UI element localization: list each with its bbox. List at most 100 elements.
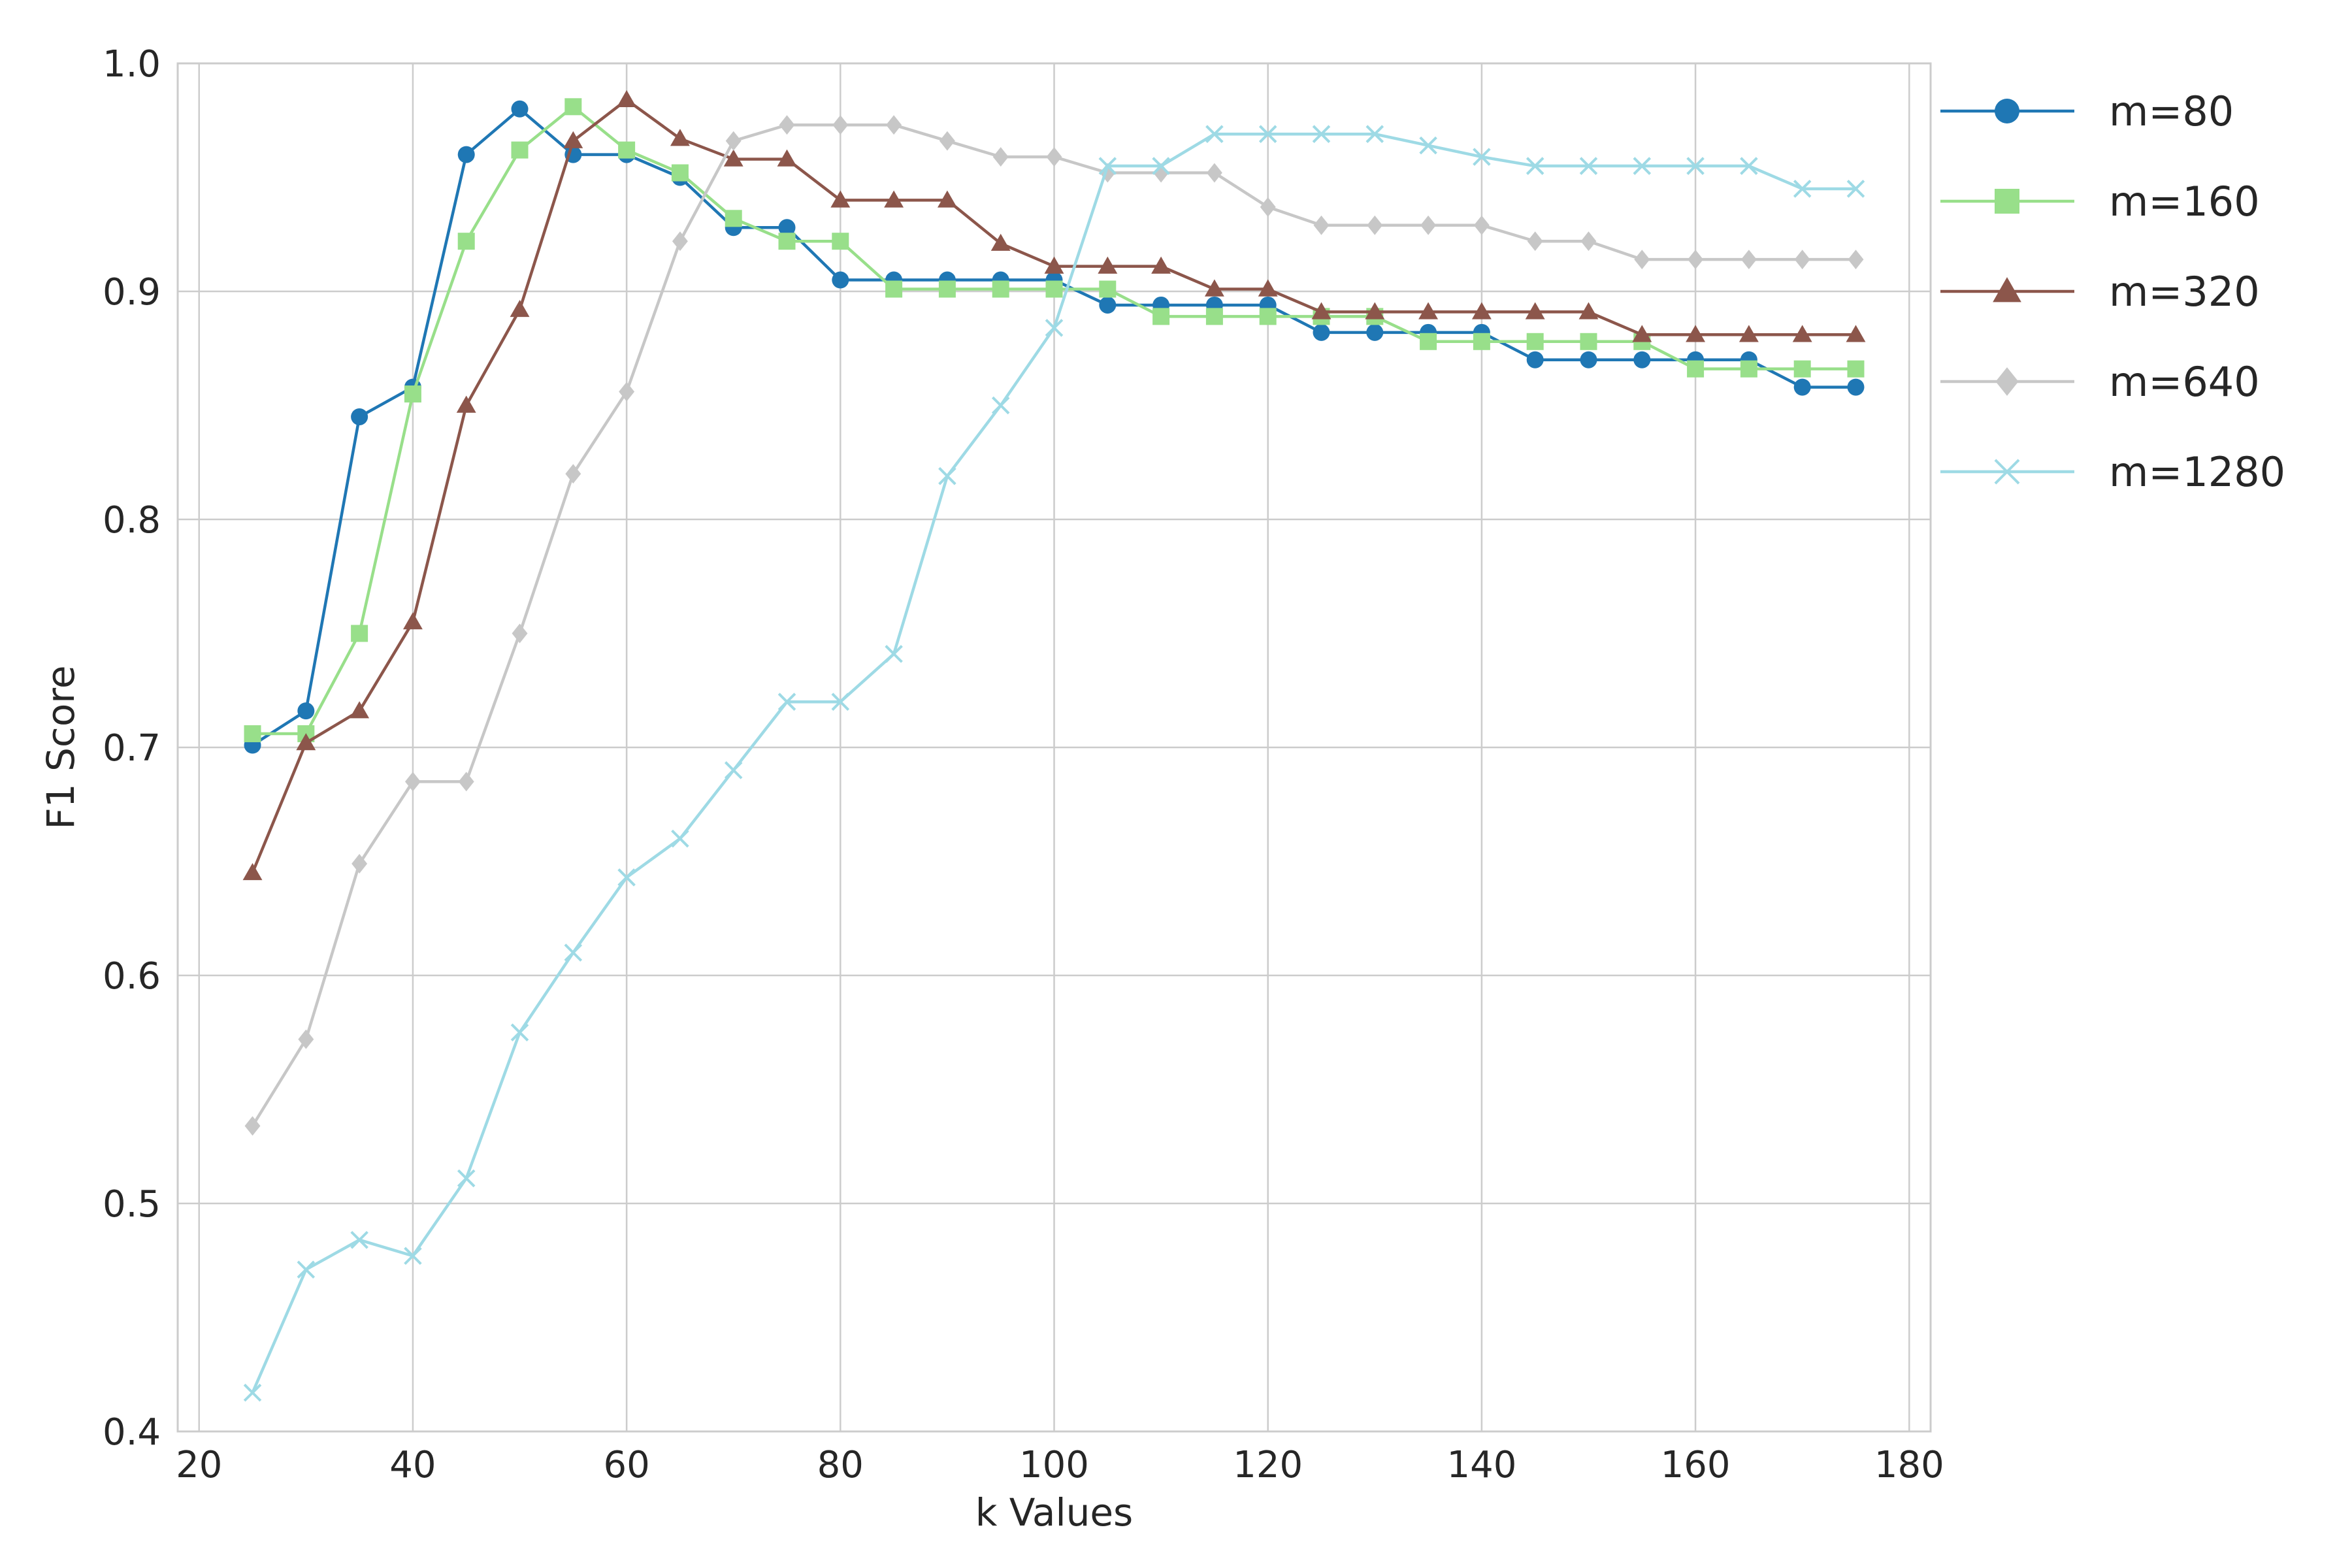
series-m=640: [244, 115, 1864, 1136]
data-point: [1258, 125, 1277, 143]
data-point: [724, 761, 743, 779]
data-point: [1471, 302, 1492, 319]
data-point: [885, 280, 903, 298]
data-point: [1526, 351, 1544, 368]
data-point: [1313, 215, 1330, 235]
data-point: [1098, 256, 1118, 274]
data-point: [1045, 319, 1064, 337]
data-point: [1473, 333, 1490, 350]
y-tick-label: 0.5: [103, 1183, 161, 1226]
legend-marker: [1995, 189, 2019, 214]
data-point: [242, 863, 263, 881]
data-point: [1420, 215, 1437, 235]
data-point: [511, 100, 529, 118]
data-point: [1419, 136, 1437, 155]
legend-label: m=160: [2109, 178, 2260, 225]
data-point: [725, 131, 742, 151]
data-point: [1793, 378, 1811, 396]
data-point: [297, 702, 315, 720]
data-point: [832, 115, 849, 135]
data-point: [457, 146, 475, 163]
data-point: [351, 854, 368, 874]
data-point: [990, 233, 1011, 251]
data-point: [1473, 148, 1491, 166]
data-point: [831, 693, 850, 711]
data-point: [992, 147, 1009, 167]
data-point: [1846, 180, 1865, 198]
data-point: [1579, 157, 1598, 175]
data-point: [1580, 351, 1597, 368]
data-point: [832, 271, 849, 289]
data-point: [296, 733, 316, 751]
x-tick-label: 140: [1446, 1444, 1516, 1486]
data-point: [1846, 325, 1866, 342]
x-tick-label: 160: [1661, 1444, 1731, 1486]
data-point: [1848, 250, 1864, 270]
data-point: [297, 1260, 316, 1279]
data-point: [1633, 157, 1652, 175]
data-point: [351, 625, 368, 642]
data-point: [992, 280, 1009, 298]
data-point: [1259, 308, 1277, 325]
y-tick-label: 0.4: [103, 1411, 161, 1454]
data-point: [564, 98, 582, 116]
data-point: [1740, 360, 1757, 378]
data-point: [1793, 360, 1811, 378]
x-tick-label: 60: [603, 1444, 649, 1486]
data-point: [1205, 125, 1224, 143]
data-point: [1687, 360, 1705, 378]
data-point: [244, 725, 261, 743]
data-point: [512, 623, 528, 644]
data-point: [1686, 325, 1706, 342]
data-point: [617, 868, 636, 887]
data-point: [1740, 250, 1757, 270]
legend-label: m=1280: [2109, 448, 2285, 496]
data-point: [885, 645, 903, 663]
data-point: [618, 141, 636, 159]
data-point: [1580, 231, 1597, 252]
data-point: [1739, 325, 1759, 342]
data-point: [404, 1247, 422, 1266]
data-point: [1580, 333, 1597, 350]
legend-marker: [1993, 277, 2021, 302]
data-point: [1686, 157, 1705, 175]
data-point: [778, 233, 796, 250]
data-point: [1206, 163, 1222, 183]
data-point: [1046, 147, 1062, 167]
data-point: [244, 1116, 261, 1136]
data-point: [1152, 308, 1170, 325]
legend-item: m=640: [1940, 358, 2260, 406]
data-point: [617, 90, 637, 108]
data-point: [1794, 250, 1810, 270]
data-point: [510, 299, 530, 318]
data-point: [1098, 157, 1117, 175]
legend: m=80 m=160 m=320 m=640 m=1280: [1940, 88, 2285, 496]
data-point: [350, 701, 370, 719]
data-point: [1367, 215, 1383, 235]
y-axis-ticks: 0.4 0.5 0.6 0.7 0.8 0.9 1.0: [103, 43, 161, 1454]
data-point: [458, 772, 474, 792]
legend-marker: [1995, 367, 2019, 396]
y-tick-label: 1.0: [103, 43, 161, 86]
data-point: [456, 395, 476, 413]
plot-area-frame: [176, 62, 1932, 1433]
data-point: [351, 408, 368, 425]
data-point: [1420, 333, 1437, 350]
x-tick-label: 100: [1019, 1444, 1089, 1486]
y-tick-label: 0.8: [103, 499, 161, 542]
data-point: [672, 231, 688, 252]
data-point: [350, 1231, 368, 1249]
data-point: [1205, 308, 1223, 325]
x-axis-label: k Values: [975, 1490, 1134, 1535]
data-point: [1632, 325, 1652, 342]
data-point: [886, 115, 902, 135]
legend-item: m=160: [1940, 178, 2260, 225]
data-point: [1099, 280, 1117, 298]
data-point: [1365, 302, 1385, 319]
data-series: [242, 90, 1866, 1402]
legend-label: m=320: [2109, 268, 2260, 316]
data-point: [1313, 323, 1330, 341]
x-tick-label: 180: [1874, 1444, 1944, 1486]
data-point: [779, 115, 795, 135]
